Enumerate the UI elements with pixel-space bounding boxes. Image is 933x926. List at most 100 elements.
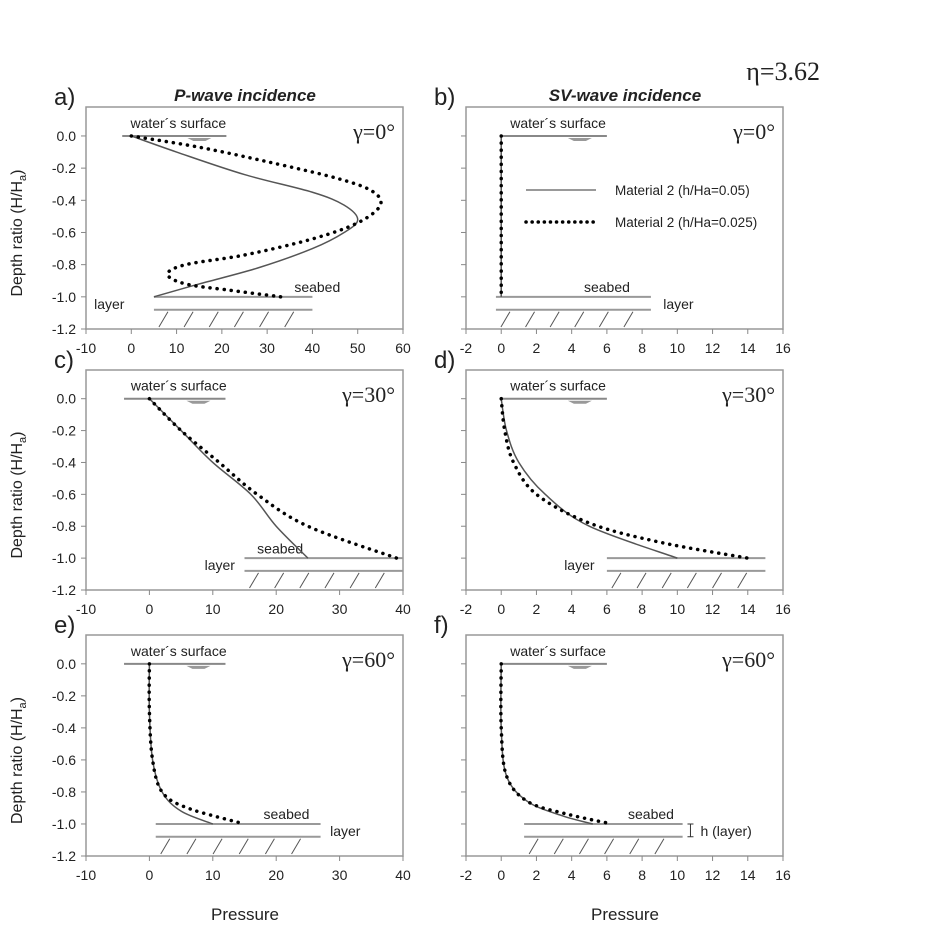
- bedrock-hatch: [259, 311, 269, 328]
- incidence-angle: γ=0°: [352, 119, 395, 144]
- x-tick-label: 20: [268, 601, 284, 617]
- incidence-angle: γ=30°: [341, 382, 395, 407]
- bedrock-hatch: [183, 311, 194, 328]
- x-tick-label: 4: [568, 601, 576, 617]
- series-line-dotted: [147, 396, 399, 560]
- x-tick-label: -10: [76, 340, 96, 356]
- x-tick-label: -10: [76, 867, 96, 883]
- series-line-dotted: [129, 134, 383, 299]
- y-tick-label: -0.6: [52, 224, 76, 240]
- x-tick-label: 8: [638, 601, 646, 617]
- layer-label: layer: [205, 557, 236, 573]
- water-level-icon: [186, 665, 211, 669]
- seabed-label: seabed: [264, 806, 310, 822]
- series-line-solid: [131, 135, 359, 298]
- bedrock-hatch: [686, 572, 697, 589]
- plot-frame: [465, 634, 784, 857]
- plot-frame: [85, 106, 404, 330]
- bedrock-hatch: [553, 838, 564, 855]
- y-tick-label: -0.4: [52, 192, 76, 208]
- x-tick-label: 10: [670, 867, 686, 883]
- bedrock-hatch: [238, 838, 249, 855]
- series-line-solid: [148, 663, 214, 825]
- x-tick-label: 20: [268, 867, 284, 883]
- x-tick-label: 14: [740, 867, 756, 883]
- panel-f: -2 0 2 4 6 8 10 12 14 16 f) γ=60° water´s surface sea…: [434, 612, 791, 883]
- panel-letter: b): [434, 84, 455, 111]
- layer-label: layer: [94, 296, 125, 312]
- bedrock-hatch: [623, 311, 634, 328]
- x-tick-label: 30: [259, 340, 275, 356]
- x-tick-label: 10: [205, 601, 221, 617]
- bedrock-hatch: [712, 572, 722, 589]
- x-tick-label: 12: [705, 340, 721, 356]
- y-axis-label: Depth ratio (H/Ha): [9, 697, 29, 824]
- y-tick-label: -0.6: [52, 486, 76, 502]
- bedrock-hatch: [212, 838, 223, 855]
- bedrock-hatch: [299, 572, 310, 589]
- bedrock-hatch: [604, 838, 615, 855]
- bedrock-hatch: [611, 572, 622, 589]
- x-tick-label: 8: [638, 340, 646, 356]
- bedrock-hatch: [186, 838, 197, 855]
- x-tick-label: 12: [705, 867, 721, 883]
- y-tick-label: -0.6: [52, 752, 76, 768]
- bedrock-hatch: [579, 838, 589, 855]
- plot-frame: [465, 369, 784, 591]
- series-line-dotted: [499, 662, 614, 826]
- bedrock-hatch: [525, 311, 535, 328]
- series-line-solid: [500, 663, 593, 825]
- y-tick-label: -0.2: [52, 160, 76, 176]
- x-tick-label: 4: [568, 867, 576, 883]
- water-level-icon: [186, 400, 211, 404]
- seabed-label: seabed: [584, 279, 630, 295]
- water-surface-label: water´s surface: [130, 378, 227, 394]
- panels: -10 0 10 20 30 40 50 600.0-0.2-0.4-0.6-0.8-1.0-…: [9, 84, 791, 883]
- y-tick-label: -1.2: [52, 582, 76, 598]
- y-tick-label: -1.2: [52, 321, 76, 337]
- x-tick-label: 16: [775, 601, 791, 617]
- legend: Material 2 (h/Ha=0.05) Material 2 (h/Ha=…: [524, 183, 757, 230]
- seabed-label: seabed: [257, 540, 303, 556]
- bedrock-hatch: [737, 572, 748, 589]
- incidence-angle: γ=60°: [721, 647, 775, 672]
- x-tick-label: 10: [205, 867, 221, 883]
- water-surface-label: water´s surface: [509, 378, 606, 394]
- seabed-label: seabed: [628, 806, 674, 822]
- panel-c: -10 0 10 20 30 40 0.0 -0.2 -0.4 -0.6 -0.8 -1.0 -1.2 D…: [9, 347, 411, 617]
- panel-letter: d): [434, 347, 455, 374]
- y-tick-label: -1.0: [52, 289, 76, 305]
- x-tick-label: 0: [497, 340, 505, 356]
- bedrock-hatch: [574, 311, 585, 328]
- x-tick-label: 2: [533, 867, 541, 883]
- x-tick-label: 10: [670, 601, 686, 617]
- eta-label: η=3.62: [746, 57, 820, 86]
- x-tick-label: 2: [533, 340, 541, 356]
- panel-b: -2 0 2 4 6 8 10 12 14 16 b) γ=0° water´s surface seab…: [434, 84, 791, 356]
- bedrock-hatch: [636, 572, 647, 589]
- x-tick-label: 16: [775, 340, 791, 356]
- x-tick-label: -10: [76, 601, 96, 617]
- x-tick-label: 40: [395, 601, 411, 617]
- series-line-solid: [148, 398, 309, 559]
- bedrock-hatch: [249, 572, 259, 589]
- x-tick-label: 8: [638, 867, 646, 883]
- y-tick-label: -0.2: [52, 423, 76, 439]
- x-tick-label: 60: [395, 340, 411, 356]
- x-tick-label: 0: [146, 867, 154, 883]
- panel-a: -10 0 10 20 30 40 50 60 0.0 -0.2 -0.4 -0.6 -0.8 -1.0 -…: [9, 84, 411, 356]
- y-tick-label: 0.0: [57, 391, 77, 407]
- layer-thickness-arrow-icon: [687, 823, 694, 838]
- y-tick-label: -0.4: [52, 454, 76, 470]
- y-tick-label: -0.2: [52, 688, 76, 704]
- x-tick-label: 12: [705, 601, 721, 617]
- bedrock-hatch: [208, 311, 219, 328]
- panel-d: -2 0 2 4 6 8 10 12 14 16 d) γ=30° water´s surface lay…: [434, 347, 791, 617]
- x-axis-label-right: Pressure: [591, 905, 659, 924]
- x-tick-label: 30: [332, 867, 348, 883]
- panel-letter: f): [434, 612, 449, 639]
- layer-label: layer: [330, 823, 361, 839]
- y-tick-label: -1.2: [52, 848, 76, 864]
- bedrock-hatch: [598, 311, 609, 328]
